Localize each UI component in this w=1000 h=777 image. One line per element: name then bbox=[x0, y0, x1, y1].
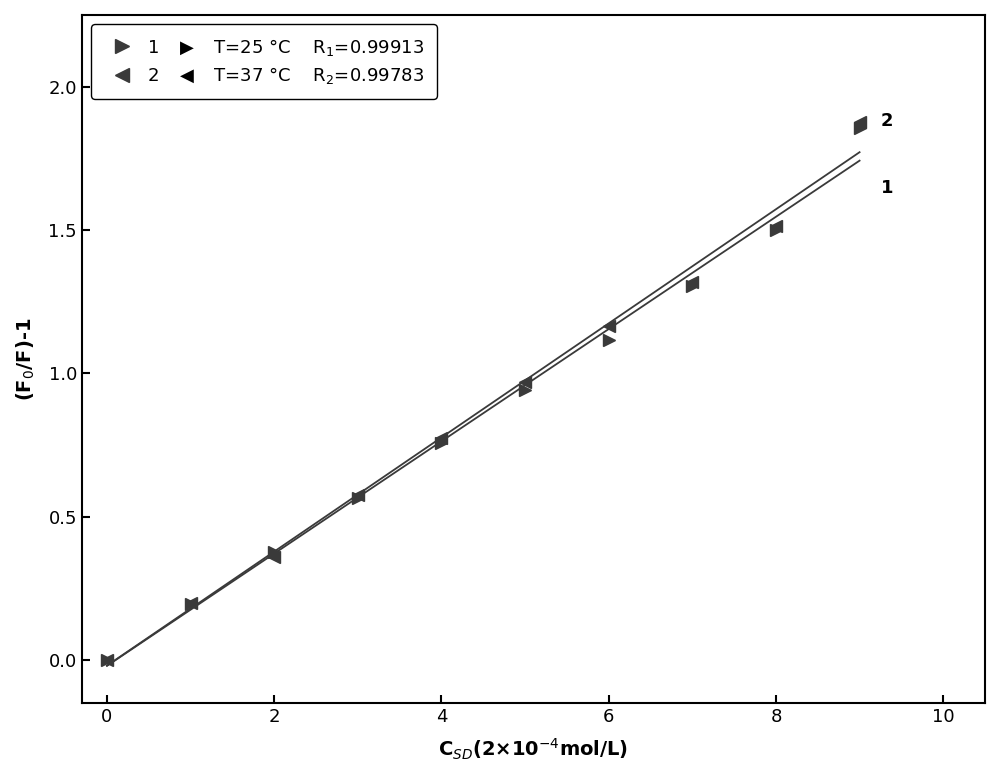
Text: 1: 1 bbox=[880, 179, 893, 197]
Text: 2: 2 bbox=[880, 112, 893, 130]
X-axis label: C$_{SD}$(2×10$^{-4}$mol/L): C$_{SD}$(2×10$^{-4}$mol/L) bbox=[438, 737, 629, 762]
Legend: 1   $\blacktriangleright$   T=25 °C    R$_1$=0.99913, 2   $\blacktriangleleft$  : 1 $\blacktriangleright$ T=25 °C R$_1$=0.… bbox=[91, 24, 437, 99]
Y-axis label: (F$_0$/F)-1: (F$_0$/F)-1 bbox=[15, 317, 37, 401]
